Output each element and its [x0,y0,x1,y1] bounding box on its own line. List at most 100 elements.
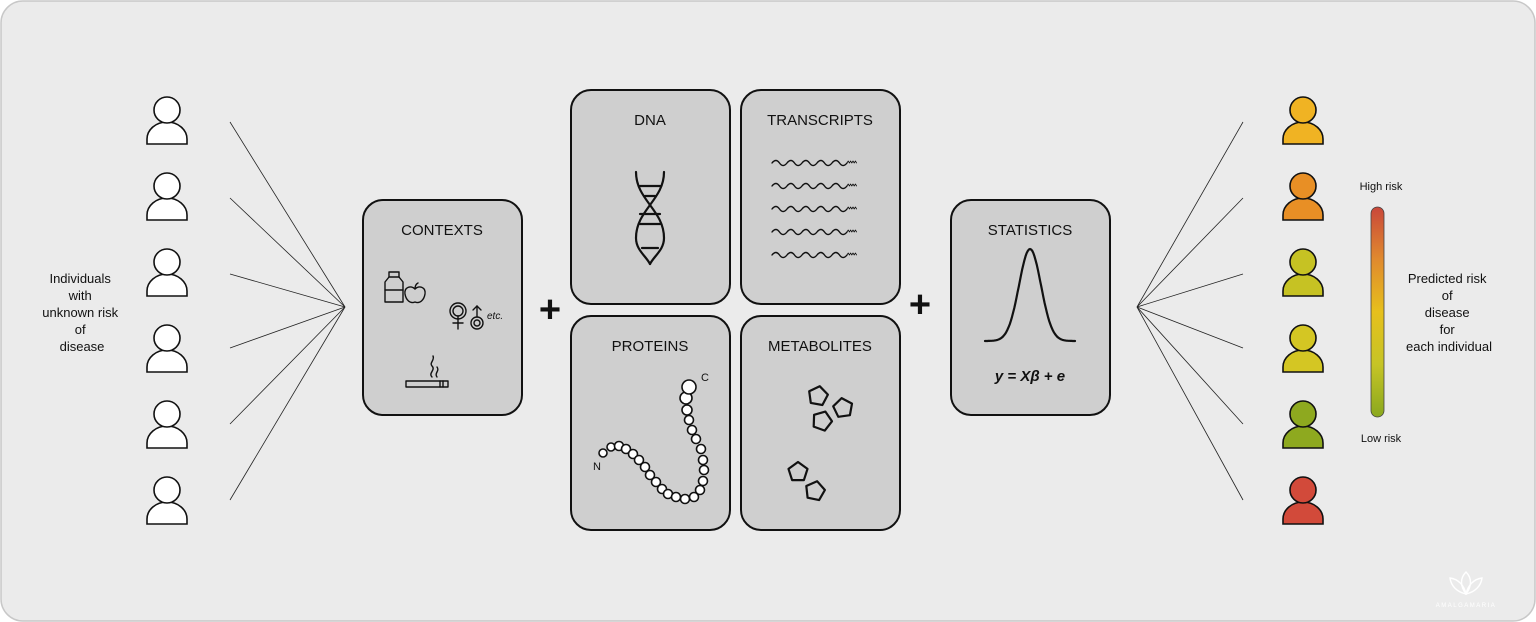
predicted-risk-individuals [1282,96,1324,525]
risk-caption-line: for [1440,322,1456,337]
connector-line [1136,273,1244,308]
connector-line [1136,197,1244,308]
proteins-panel: PROTEINS N C [570,315,731,531]
metabolite-pentagon [832,397,854,418]
bell-curve-icon [983,247,1077,343]
metabolites-title: METABOLITES [768,338,872,355]
amino-acid-bead [670,491,682,503]
connector-line [229,306,346,501]
metabolites-panel: METABOLITES [740,315,901,531]
predicted-risk-person-icon [1282,172,1324,221]
transcripts-title: TRANSCRIPTS [767,112,873,129]
poly-a-tail [846,252,857,256]
risk-caption: Predicted risk of disease for each indiv… [1406,271,1492,354]
person-head [153,96,181,124]
protein-chain-icon [598,379,710,505]
amino-acid-bead [690,433,702,445]
left-caption-line: Individuals [49,271,111,286]
connector-line [1136,306,1244,425]
amino-acid-bead [698,464,710,476]
person-head [1289,324,1317,352]
person-head [153,324,181,352]
gender-symbols-icon [449,302,484,330]
metabolite-pentagons-icon [787,385,854,502]
connector-line [229,306,346,349]
risk-caption-line: of [1442,288,1453,303]
unknown-risk-person-icon [146,172,188,221]
proteins-box [570,315,731,531]
metabolite-pentagon [805,480,827,502]
left-caption-line: with [68,288,92,303]
plus-sign-right: + [909,284,931,326]
mrna-strand [771,228,848,236]
low-risk-label: Low risk [1361,433,1402,445]
input-connector-lines [229,121,346,501]
amino-acid-bead [688,491,700,503]
metabolite-pentagon [812,410,834,432]
amino-acid-bead [633,454,645,466]
risk-scale: High risk Low risk [1360,181,1403,445]
contexts-title: CONTEXTS [401,222,483,239]
high-risk-label: High risk [1360,181,1403,193]
connector-line [1136,306,1244,349]
statistics-title: STATISTICS [988,222,1072,239]
amino-acid-bead [650,476,662,488]
contexts-box [362,199,523,416]
unknown-risk-person-icon [146,324,188,373]
predicted-risk-person-icon [1282,248,1324,297]
amino-acid-bead [686,424,698,436]
protein-n-terminus-label: N [593,461,601,473]
risk-caption-line: Predicted risk [1408,271,1487,286]
poly-a-tail [846,206,857,210]
lotus-icon [1449,571,1483,596]
amino-acid-bead [683,414,695,426]
poly-a-tail [846,229,857,233]
dna-title: DNA [634,112,666,129]
person-head [1289,248,1317,276]
person-head [1289,400,1317,428]
person-head [1289,172,1317,200]
etc-label: etc. [487,311,503,322]
amino-acid-bead [695,443,707,455]
predicted-risk-person-icon [1282,324,1324,373]
protein-c-terminus-label: C [701,372,709,384]
lotus-logo: AMALGAMARIA [1436,571,1495,609]
amino-acid-bead [697,454,709,466]
dna-panel: DNA [570,89,731,305]
risk-caption-line: each individual [1406,339,1492,354]
metabolite-pentagon [808,385,830,407]
amino-acid-bead [598,448,608,458]
poly-a-tail [846,160,857,164]
amino-acid-bead [644,469,656,481]
mrna-strand [771,251,848,259]
amino-acid-bead [639,461,651,473]
risk-caption-line: disease [1425,305,1470,320]
predicted-risk-person-icon [1282,476,1324,525]
amino-acid-bead [697,475,709,487]
left-caption-line: unknown risk [42,305,118,320]
mrna-strand [771,159,848,167]
left-caption: Individuals with unknown risk of disease [42,271,122,354]
connector-line [1136,306,1244,501]
unknown-risk-person-icon [146,96,188,145]
connector-line [229,306,346,425]
risk-gradient-bar [1370,206,1385,418]
proteins-title: PROTEINS [612,338,689,355]
mrna-strands-icon [771,159,857,259]
connector-line [1136,121,1244,308]
transcripts-panel: TRANSCRIPTS [740,89,901,305]
contexts-panel: CONTEXTS etc. [362,199,523,416]
predicted-risk-person-icon [1282,400,1324,449]
amino-acid-bead [681,404,693,416]
metabolite-pentagon [787,460,809,482]
mrna-strand [771,205,848,213]
dna-helix-icon [634,170,666,266]
unknown-risk-individuals [146,96,188,525]
milk-bottle-icon [384,271,404,303]
metabolites-box [740,315,901,531]
amino-acid-bead [681,379,697,395]
mrna-strand [771,182,848,190]
person-head [1289,96,1317,124]
